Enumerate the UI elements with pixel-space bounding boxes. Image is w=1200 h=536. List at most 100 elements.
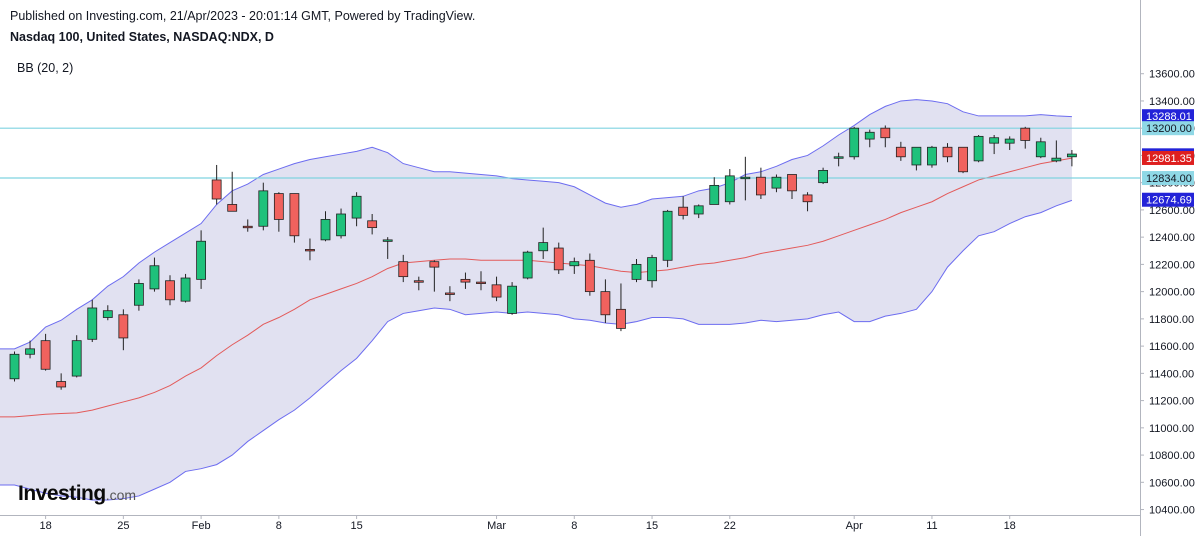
indicator-label[interactable]: BB (20, 2) <box>17 61 74 75</box>
candle-body <box>398 261 409 278</box>
y-tick-label: 12000.00 <box>1149 287 1195 299</box>
candle-body <box>507 285 518 314</box>
x-tick-label: 18 <box>39 520 51 532</box>
y-tick-label: 12600.00 <box>1149 205 1195 217</box>
candle-body <box>1035 141 1046 158</box>
y-tick-label: 13600.00 <box>1149 69 1195 81</box>
candle-body <box>1004 138 1015 144</box>
candle-body <box>818 170 828 184</box>
price-tag-label: 12981.35 <box>1146 153 1192 165</box>
x-tick-label: 8 <box>571 520 577 532</box>
candle-body <box>849 127 860 158</box>
price-tag-label: 12834.00 <box>1146 173 1192 185</box>
candle-body <box>491 284 502 298</box>
candle-body <box>553 247 564 271</box>
candle-body <box>40 340 51 370</box>
candle-body <box>662 210 673 261</box>
investing-logo: Investing.com <box>18 482 137 505</box>
x-tick-label: 15 <box>646 520 658 532</box>
y-tick-label: 11600.00 <box>1149 341 1194 353</box>
candle-body <box>880 127 891 139</box>
bollinger-band-layer <box>0 99 1073 501</box>
x-tick-label: 8 <box>276 520 282 532</box>
candle-body <box>973 135 984 162</box>
candle-body <box>460 278 471 283</box>
price-tag-label: 13200.00 <box>1146 123 1192 135</box>
candle-body <box>522 251 533 279</box>
candle-body <box>289 193 300 237</box>
candle-body <box>444 292 455 295</box>
x-tick-label: Feb <box>192 520 211 532</box>
candle-body <box>989 137 1000 144</box>
candle-body <box>227 204 238 212</box>
price-tag-box <box>1142 192 1194 207</box>
candle-body <box>771 176 782 189</box>
candle-body <box>118 314 129 339</box>
candle-body <box>693 205 704 215</box>
candle-body <box>911 146 922 166</box>
y-tick-label: 13400.00 <box>1149 96 1195 108</box>
y-tick-label: 10400.00 <box>1149 505 1195 517</box>
instrument-title: Nasdaq 100, United States, NASDAQ:NDX, D <box>10 30 274 44</box>
candle-body <box>133 283 144 306</box>
candle-body <box>211 179 222 200</box>
candle-body <box>476 281 486 284</box>
x-tick-label: Apr <box>846 520 863 532</box>
candle-body <box>864 131 875 140</box>
candle-body <box>413 280 424 283</box>
candle-body <box>180 277 191 302</box>
candle-body <box>538 242 549 252</box>
y-tick-label: 11200.00 <box>1149 396 1194 408</box>
y-tick-label: 11800.00 <box>1149 314 1194 326</box>
candles-layer <box>9 125 1077 390</box>
candle-body <box>756 176 766 196</box>
candle-body <box>709 184 720 205</box>
price-tag-box <box>1142 171 1194 186</box>
candle-body <box>9 353 20 380</box>
x-tick-label: 11 <box>926 520 937 532</box>
y-tick-label: 12400.00 <box>1149 232 1195 244</box>
candle-body <box>678 206 689 216</box>
candle-body <box>942 146 953 158</box>
candle-body <box>895 146 906 158</box>
price-tag-label: 12674.69 <box>1146 195 1192 207</box>
candle-body <box>336 213 346 237</box>
candle-body <box>25 348 35 355</box>
candle-body <box>958 146 968 173</box>
price-tag-box <box>1142 109 1194 124</box>
candle-body <box>242 225 253 229</box>
candle-body <box>102 310 113 318</box>
candle-body <box>71 340 82 377</box>
candle-body <box>165 280 175 301</box>
y-tick-label: 12200.00 <box>1149 259 1195 271</box>
candle-body <box>305 249 315 252</box>
candle-body <box>258 190 269 227</box>
candle-body <box>600 291 611 316</box>
x-tick-label: 22 <box>724 520 736 532</box>
bb-lower-line <box>0 199 1073 501</box>
x-tick-label: 15 <box>350 520 362 532</box>
candle-body <box>149 265 160 290</box>
candle-body <box>616 308 626 329</box>
y-tick-label: 11000.00 <box>1149 423 1194 435</box>
candle-body <box>196 240 207 280</box>
candle-body <box>833 156 844 159</box>
candle-body <box>367 220 378 229</box>
candle-body <box>724 175 735 203</box>
price-tags-layer: 13288.0113200.0013000.7712981.3512834.00… <box>1142 109 1194 207</box>
candle-body <box>1020 127 1031 141</box>
candle-body <box>382 239 393 242</box>
y-tick-label: 11400.00 <box>1149 368 1194 380</box>
candle-body <box>631 263 642 280</box>
candle-body <box>1067 153 1077 158</box>
x-tick-label: Mar <box>487 520 506 532</box>
candle-body <box>927 146 937 166</box>
x-tick-label: 25 <box>117 520 129 532</box>
candle-body <box>584 259 595 293</box>
candle-body <box>273 193 284 220</box>
x-tick-label: 18 <box>1004 520 1016 532</box>
y-tick-label: 10800.00 <box>1149 450 1195 462</box>
y-tick-label: 10600.00 <box>1149 477 1195 489</box>
